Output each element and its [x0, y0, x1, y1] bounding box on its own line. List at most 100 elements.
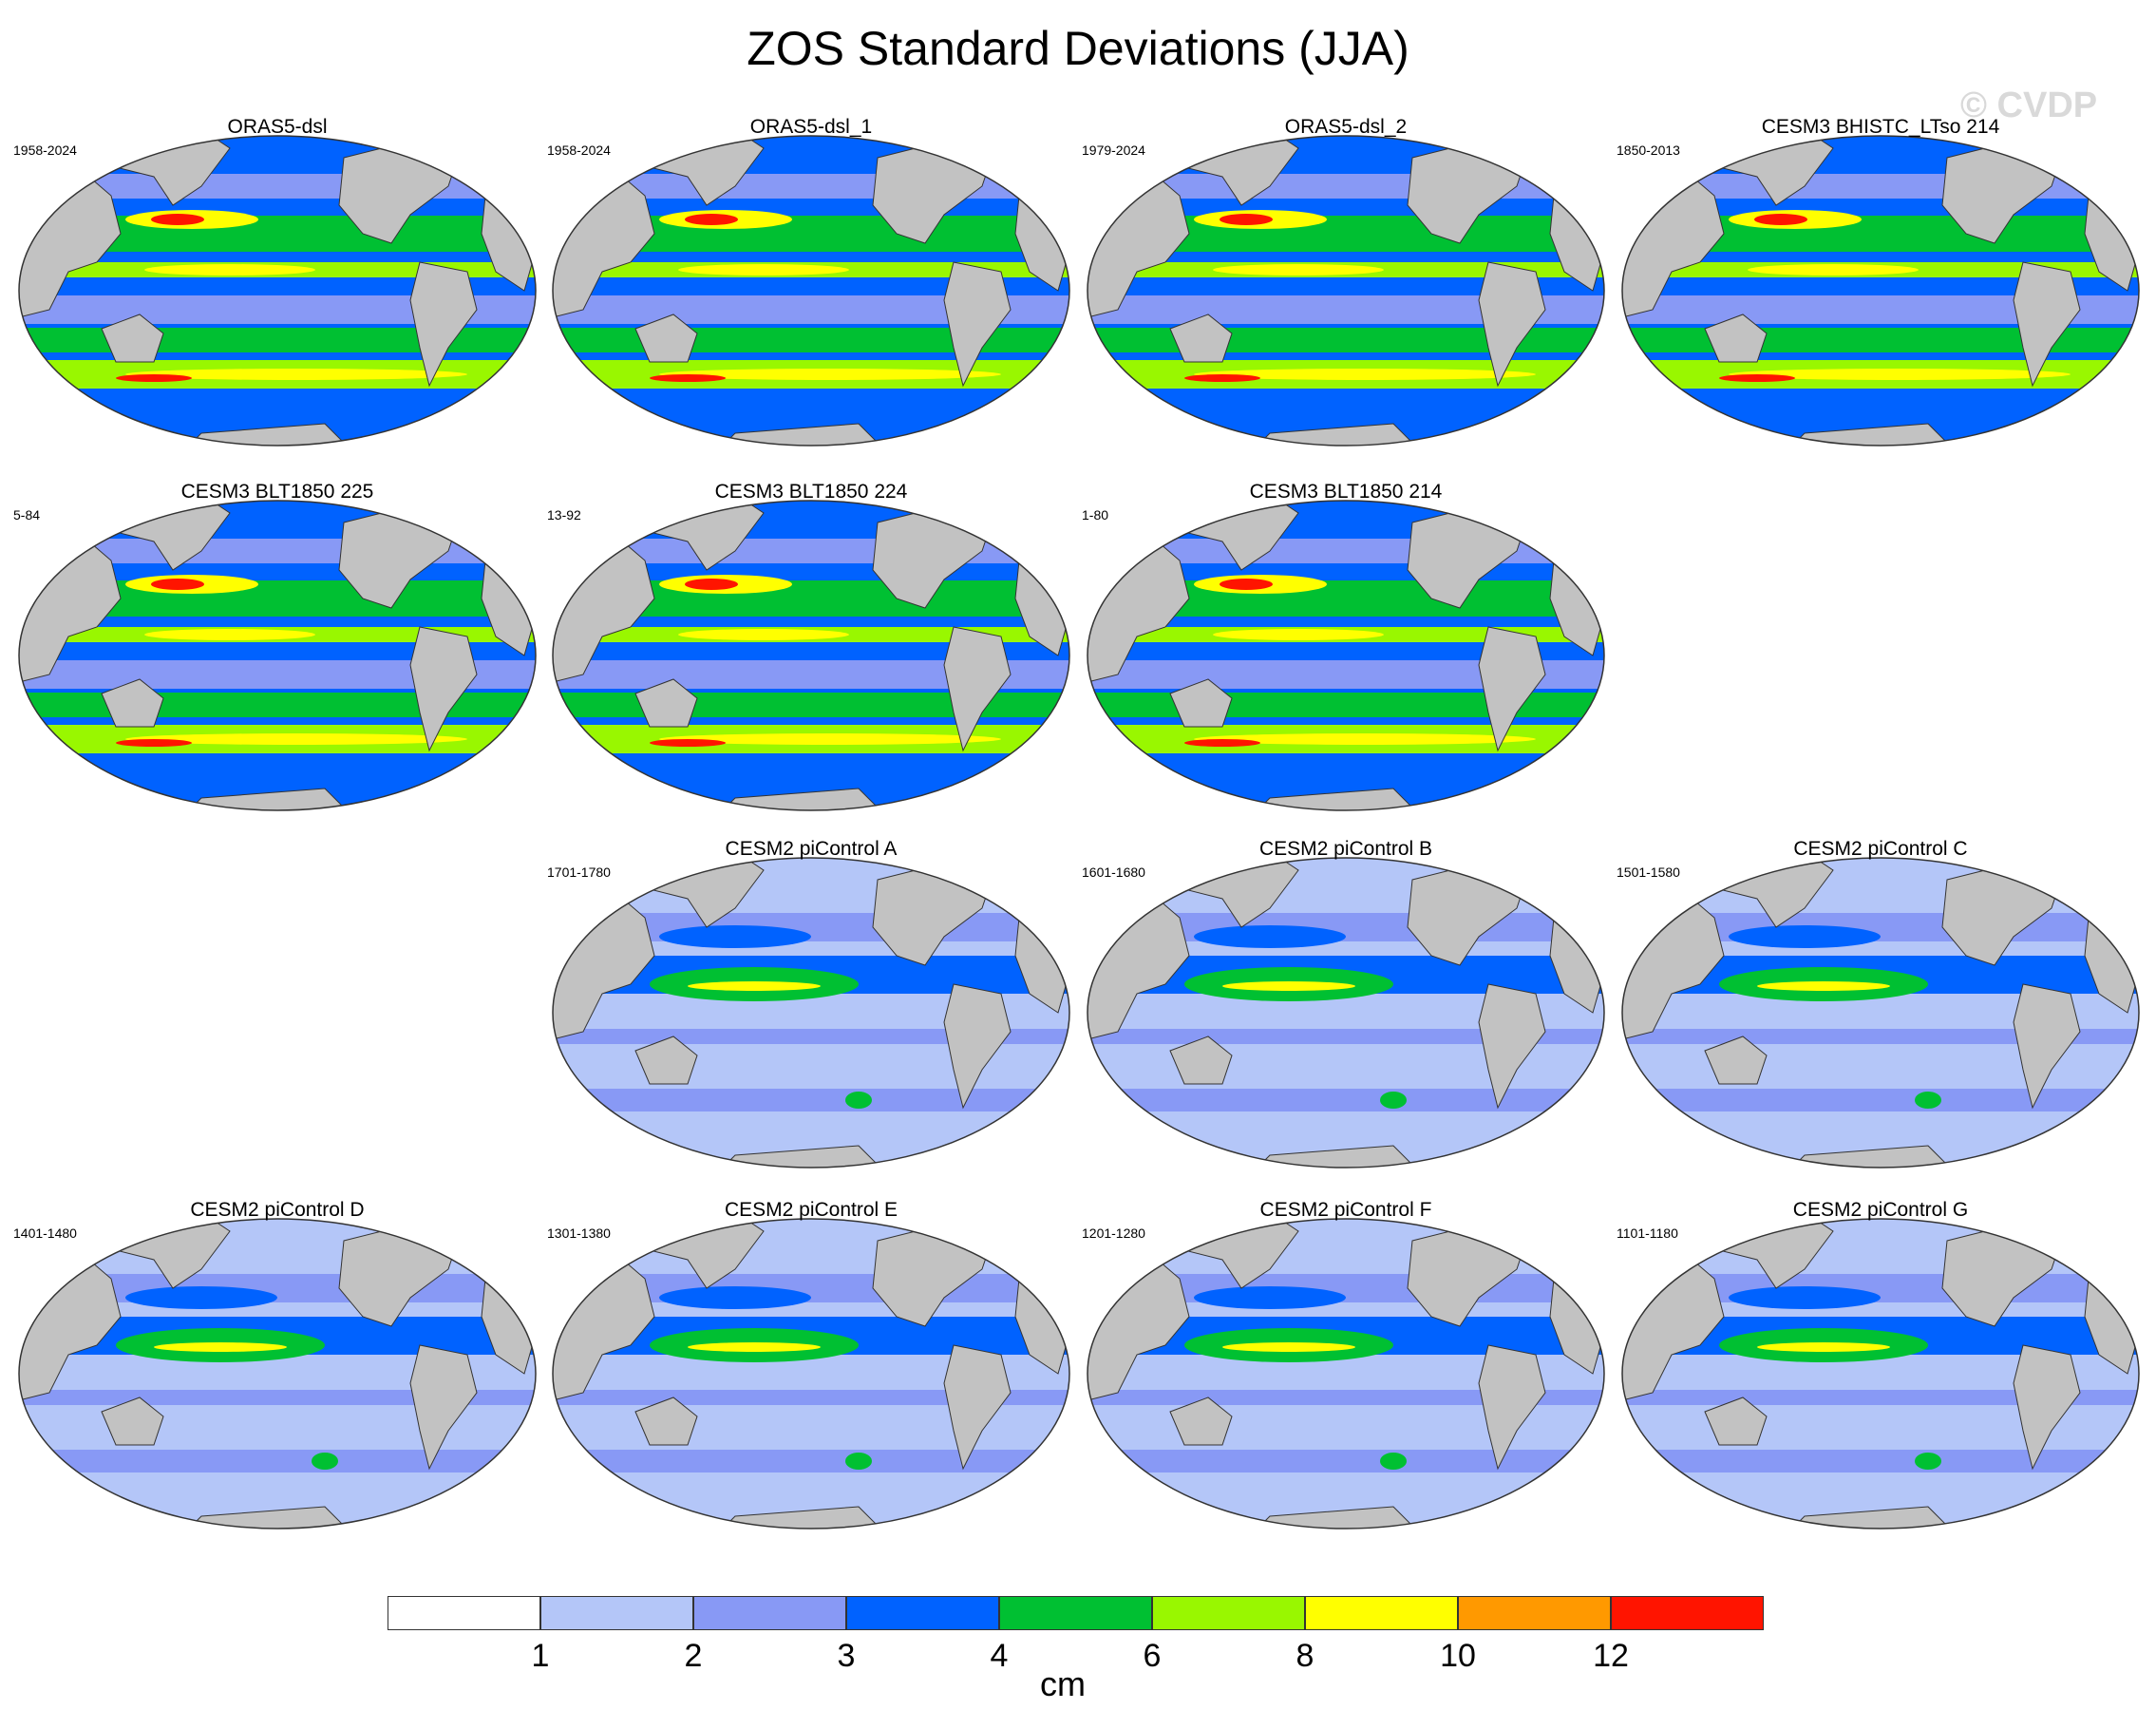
south-tropical-band	[553, 1029, 1069, 1044]
robinson-map	[1621, 857, 2140, 1168]
panel-title: CESM2 piControl A	[725, 838, 898, 860]
antarctic-current-peak	[1194, 369, 1536, 380]
southern-ocean-eddy	[312, 1453, 338, 1470]
map-outline	[1087, 1218, 1605, 1530]
australia-landmass	[101, 678, 164, 728]
colorbar-box	[1611, 1596, 1764, 1630]
panel-title: CESM2 piControl C	[1793, 838, 1968, 860]
kuroshio-extension	[1729, 925, 1881, 948]
australia-landmass	[634, 1396, 698, 1446]
south-tropical-band	[1622, 1029, 2139, 1044]
equatorial-peak	[1757, 1342, 1890, 1352]
colorbar: 1 2 3 4 6 8 10 12	[388, 1596, 1767, 1678]
kuroshio-extension	[1194, 925, 1346, 948]
map-panel: CESM2 piControl C 1501-1580	[1615, 838, 2147, 1199]
kuroshio-extension	[1194, 1286, 1346, 1309]
kuroshio-extension-peak	[685, 214, 738, 225]
colorbar-tick-label: 3	[837, 1638, 856, 1674]
robinson-map	[1087, 857, 1605, 1168]
map-panel: CESM2 piControl G 1101-1180	[1615, 1199, 2147, 1560]
south-america-landmass	[943, 983, 1012, 1110]
equatorial-peak	[1213, 264, 1384, 276]
equatorial-peak	[154, 1342, 287, 1352]
colorbar-box	[1458, 1596, 1611, 1630]
robinson-map	[552, 135, 1070, 446]
panel-period: 1958-2024	[547, 142, 611, 158]
equatorial-peak	[144, 629, 315, 640]
australia-landmass	[634, 1036, 698, 1085]
colorbar-tick-label: 6	[1143, 1638, 1162, 1674]
equatorial-peak	[1748, 264, 1919, 276]
panel-period: 1101-1180	[1617, 1226, 1678, 1241]
australia-landmass	[1169, 1036, 1233, 1085]
map-panel: ORAS5-dsl 1958-2024	[11, 116, 543, 477]
robinson-map	[1621, 1218, 2140, 1530]
colorbar-box	[846, 1596, 999, 1630]
australia-landmass	[634, 678, 698, 728]
south-america-landmass	[409, 1344, 478, 1471]
southern-ocean-eddy	[1915, 1453, 1941, 1470]
cvdp-watermark: © CVDP	[1960, 86, 2098, 125]
map-panel: CESM3 BLT1850 214 1-80	[1080, 481, 1612, 842]
robinson-map	[552, 1218, 1070, 1530]
australia-landmass	[1169, 314, 1233, 363]
panel-title: CESM3 BLT1850 225	[180, 481, 374, 503]
southern-ocean-eddy	[1915, 1092, 1941, 1109]
equatorial-peak	[678, 264, 849, 276]
southern-subtropical-band	[553, 693, 1069, 717]
south-america-landmass	[1478, 983, 1546, 1110]
panel-title: CESM2 piControl F	[1259, 1199, 1432, 1221]
panel-title: ORAS5-dsl	[227, 116, 328, 138]
australia-landmass	[101, 1396, 164, 1446]
southern-ocean-band	[1087, 1450, 1604, 1472]
colorbar-tick-label: 2	[684, 1638, 703, 1674]
southern-subtropical-band	[19, 328, 536, 352]
equatorial-peak	[1222, 981, 1355, 991]
south-america-landmass	[409, 261, 478, 388]
map-outline	[1621, 135, 2140, 446]
robinson-map	[18, 500, 537, 811]
southern-ocean-eddy	[1380, 1092, 1407, 1109]
south-america-landmass	[943, 1344, 1012, 1471]
colorbar-box	[1305, 1596, 1458, 1630]
antarctic-current-max	[1184, 374, 1260, 382]
antarctic-current-max	[650, 374, 726, 382]
map-outline	[18, 1218, 537, 1530]
south-america-landmass	[2013, 983, 2081, 1110]
map-panel: CESM2 piControl D 1401-1480	[11, 1199, 543, 1560]
map-outline	[552, 857, 1070, 1168]
antarctic-current-peak	[1194, 733, 1536, 745]
kuroshio-extension-peak	[685, 579, 738, 590]
colorbar-tick-label: 4	[990, 1638, 1009, 1674]
south-america-landmass	[943, 626, 1012, 752]
kuroshio-extension	[1729, 1286, 1881, 1309]
map-outline	[1621, 857, 2140, 1168]
antarctic-current-peak	[125, 369, 467, 380]
southern-subtropical-band	[553, 328, 1069, 352]
southern-subtropical-band	[1622, 328, 2139, 352]
panel-title: ORAS5-dsl_2	[1284, 116, 1408, 138]
robinson-map	[18, 1218, 537, 1530]
robinson-map	[552, 500, 1070, 811]
map-outline	[552, 500, 1070, 811]
colorbar-box	[1152, 1596, 1305, 1630]
map-panel: CESM2 piControl A 1701-1780	[545, 838, 1077, 1199]
colorbar-tick-label: 10	[1440, 1638, 1476, 1674]
kuroshio-extension-peak	[1220, 579, 1273, 590]
southern-ocean-band	[1622, 1450, 2139, 1472]
map-panel: ORAS5-dsl_2 1979-2024	[1080, 116, 1612, 477]
panel-title: CESM2 piControl E	[724, 1199, 898, 1221]
panel-title: CESM2 piControl B	[1258, 838, 1433, 860]
robinson-map	[1087, 135, 1605, 446]
map-outline	[552, 135, 1070, 446]
panel-period: 1979-2024	[1082, 142, 1145, 158]
antarctic-current-peak	[1729, 369, 2071, 380]
colorbar-box	[540, 1596, 693, 1630]
kuroshio-extension	[659, 925, 811, 948]
south-tropical-band	[1622, 1390, 2139, 1405]
antarctic-current-max	[1184, 739, 1260, 747]
kuroshio-extension-peak	[1754, 214, 1807, 225]
map-outline	[1087, 500, 1605, 811]
panel-period: 1958-2024	[13, 142, 77, 158]
equatorial-peak	[1757, 981, 1890, 991]
